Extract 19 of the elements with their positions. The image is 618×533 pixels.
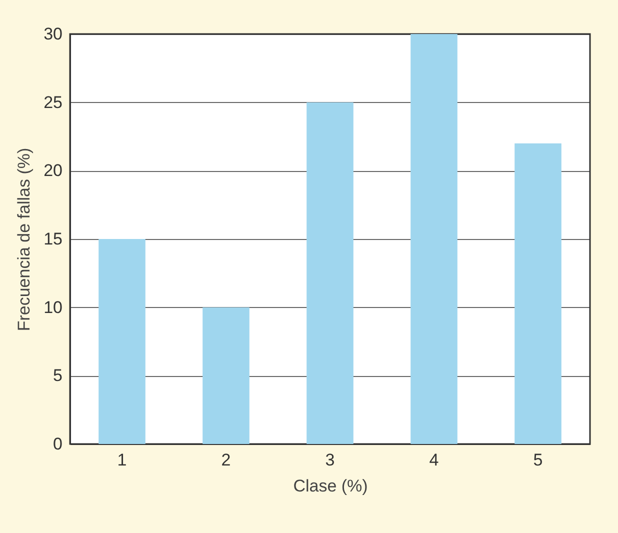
x-axis-title: Clase (%) — [293, 476, 368, 496]
y-axis-title: Frecuencia de fallas (%) — [14, 148, 34, 332]
y-tick-label: 25 — [44, 92, 62, 112]
bar — [306, 102, 354, 444]
y-tick-label: 0 — [53, 434, 62, 454]
bar — [514, 143, 562, 444]
y-tick-label: 15 — [44, 230, 62, 248]
bar — [410, 34, 458, 444]
bar — [98, 239, 146, 444]
x-tick-label: 3 — [325, 450, 335, 470]
y-tick-label: 30 — [44, 24, 62, 44]
bar — [202, 307, 250, 444]
x-tick-label: 2 — [221, 450, 231, 470]
x-tick-label: 5 — [533, 450, 543, 470]
y-tick-label: 20 — [44, 161, 62, 180]
x-tick-label: 4 — [429, 450, 439, 470]
x-tick-label: 1 — [117, 450, 127, 470]
y-tick-label: 10 — [44, 298, 62, 317]
y-tick-label: 5 — [53, 366, 62, 386]
